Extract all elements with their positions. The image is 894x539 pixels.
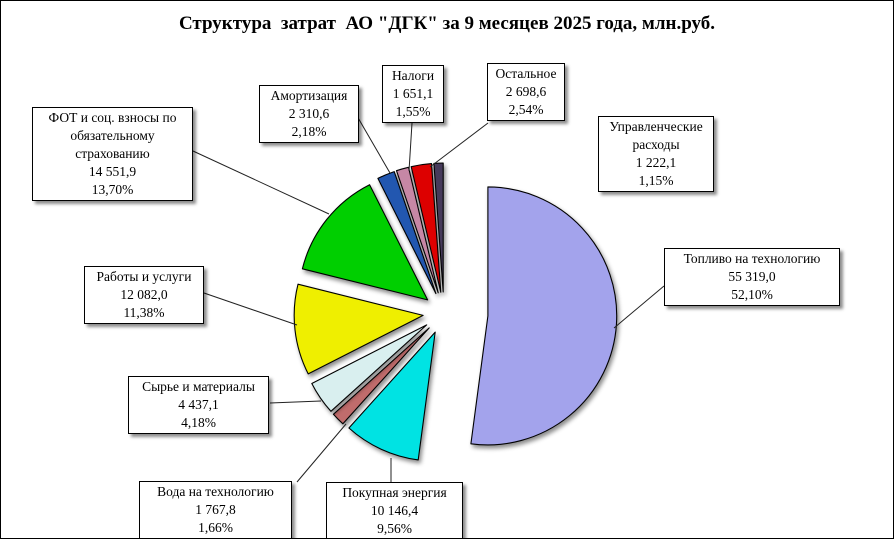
leader-line-taxes [408,122,413,172]
label-water-name: Вода на технологию [157,484,274,499]
label-admin-percent: 1,15% [638,173,674,188]
chart-title: Структура затрат АО "ДГК" за 9 месяцев 2… [178,13,716,34]
leader-line-works-services [203,292,298,326]
label-box-payroll: ФОТ и соц. взносы по обязательному страх… [32,107,193,201]
pie-slice-depreciation [377,171,437,295]
label-box-admin: Управленческие расходы 1 222,1 1,15% [598,116,714,192]
label-taxes-value: 1 651,1 [392,86,434,101]
label-works-services-value: 12 082,0 [120,287,168,302]
label-admin-value: 1 222,1 [635,155,677,170]
label-raw-materials-name: Сырье и материалы [142,379,255,394]
label-depreciation-value: 2 310,6 [288,106,330,121]
pie-slice-raw-materials [311,324,428,412]
label-works-services-name: Работы и услуги [96,269,192,284]
label-box-raw-materials: Сырье и материалы 4 437,1 4,18% [128,376,269,434]
pie-slice-fuel [470,186,618,446]
label-raw-materials-percent: 4,18% [181,415,216,430]
label-water-percent: 1,66% [198,520,233,535]
leader-line-raw-materials [269,400,322,404]
label-taxes-percent: 1,55% [395,104,431,119]
label-depreciation-name: Амортизация [270,88,348,103]
label-box-water: Вода на технологию 1 767,8 1,66% [139,481,292,538]
label-purchased-energy-value: 10 146,4 [370,503,419,518]
label-depreciation-percent: 2,18% [291,124,327,139]
label-payroll-value: 14 551,9 [88,164,137,179]
label-purchased-energy-percent: 9,56% [377,521,412,536]
label-payroll-name: ФОТ и соц. взносы по обязательному страх… [48,110,177,161]
pie-slice-admin [433,162,444,293]
label-works-services-percent: 11,38% [123,305,165,320]
pie-slice-other [410,163,442,293]
leader-line-water [296,423,347,483]
label-raw-materials-value: 4 437,1 [178,397,219,412]
label-box-depreciation: Амортизация 2 310,6 2,18% [259,85,359,143]
label-box-fuel: Топливо на технологию 55 319,0 52,10% [664,248,840,306]
label-other-value: 2 698,6 [505,84,547,99]
leader-line-depreciation [356,115,391,174]
label-box-taxes: Налоги 1 651,1 1,55% [382,65,444,123]
label-box-works-services: Работы и услуги 12 082,0 11,38% [84,266,204,324]
leader-line-payroll [192,150,330,215]
pie-slice-water [332,327,430,425]
pie-slice-taxes [395,166,439,294]
label-fuel-value: 55 319,0 [728,269,776,284]
pie-slice-payroll [301,184,429,301]
pie-slice-works-services [293,283,424,375]
label-purchased-energy-name: Покупная энергия [342,485,447,500]
label-box-purchased-energy: Покупная энергия 10 146,4 9,56% [326,482,463,538]
label-box-other: Остальное 2 698,6 2,54% [487,63,565,121]
label-admin-name: Управленческие расходы [609,119,703,152]
label-fuel-name: Топливо на технологию [683,251,821,266]
label-fuel-percent: 52,10% [731,287,773,302]
label-other-percent: 2,54% [508,102,544,117]
leader-line-fuel [613,285,665,329]
leader-line-other [429,122,489,168]
pie-slice-purchased-energy [348,331,436,461]
label-water-value: 1 767,8 [195,502,236,517]
label-taxes-name: Налоги [391,68,435,83]
label-payroll-percent: 13,70% [91,182,134,197]
label-other-name: Остальное [495,66,557,81]
